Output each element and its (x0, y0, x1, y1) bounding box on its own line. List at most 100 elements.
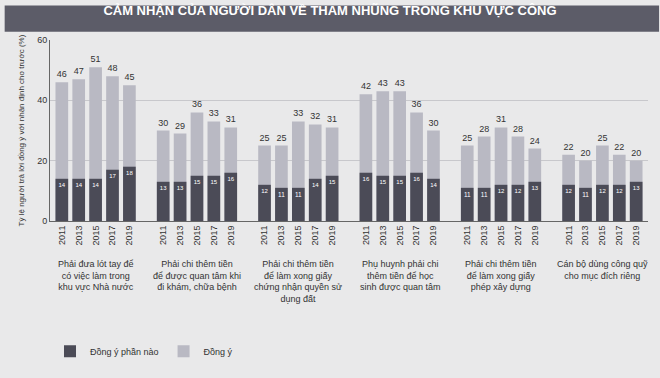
svg-text:25: 25 (260, 133, 270, 143)
svg-text:13: 13 (531, 185, 538, 191)
svg-text:20: 20 (580, 148, 590, 158)
svg-text:2011: 2011 (564, 226, 574, 245)
svg-text:2019: 2019 (124, 226, 134, 246)
svg-text:14: 14 (312, 182, 319, 188)
svg-text:2015: 2015 (395, 226, 405, 246)
svg-text:2017: 2017 (614, 226, 624, 246)
svg-text:Phải chi thêm tiềnđể làm xong: Phải chi thêm tiềnđể làm xong giấyphép x… (465, 259, 537, 292)
svg-text:2013: 2013 (378, 226, 388, 246)
svg-text:43: 43 (395, 78, 405, 88)
svg-text:13: 13 (160, 185, 167, 191)
svg-text:20: 20 (37, 156, 47, 166)
svg-text:2017: 2017 (310, 226, 320, 246)
svg-text:14: 14 (75, 182, 82, 188)
svg-text:0: 0 (42, 216, 47, 226)
svg-text:30: 30 (428, 118, 438, 128)
svg-text:12: 12 (599, 188, 606, 194)
svg-text:16: 16 (413, 176, 420, 182)
svg-text:2011: 2011 (158, 226, 168, 245)
svg-text:43: 43 (378, 78, 388, 88)
svg-text:12: 12 (565, 188, 572, 194)
svg-text:2015: 2015 (192, 226, 202, 246)
svg-text:12: 12 (261, 188, 268, 194)
svg-text:11: 11 (582, 191, 589, 198)
svg-text:15: 15 (396, 179, 403, 185)
svg-text:31: 31 (327, 114, 337, 124)
svg-text:15: 15 (329, 179, 336, 185)
svg-text:22: 22 (564, 142, 574, 152)
svg-text:Đồng ý: Đồng ý (204, 347, 233, 357)
svg-text:CẢM NHẬN CỦA NGƯỜI DÂN VỀ THAM: CẢM NHẬN CỦA NGƯỜI DÂN VỀ THAM NHŨNG TRO… (103, 3, 556, 18)
svg-text:14: 14 (58, 182, 65, 188)
svg-text:46: 46 (57, 69, 67, 79)
svg-text:36: 36 (192, 99, 202, 109)
svg-text:16: 16 (227, 176, 234, 182)
svg-text:2011: 2011 (259, 226, 269, 245)
svg-text:11: 11 (481, 191, 488, 198)
svg-text:25: 25 (597, 133, 607, 143)
svg-text:13: 13 (633, 185, 640, 191)
svg-text:11: 11 (464, 191, 471, 198)
svg-text:2015: 2015 (293, 226, 303, 246)
svg-text:25: 25 (276, 133, 286, 143)
svg-text:2013: 2013 (580, 226, 590, 246)
svg-text:2013: 2013 (175, 226, 185, 246)
svg-text:15: 15 (211, 179, 218, 185)
svg-text:14: 14 (430, 182, 437, 188)
svg-text:11: 11 (295, 191, 302, 198)
svg-text:Phải chi thêm tiềnđể được quan: Phải chi thêm tiềnđể được quan tâm khiđi… (153, 259, 241, 292)
svg-text:2013: 2013 (276, 226, 286, 246)
svg-text:Đồng ý phần nào: Đồng ý phần nào (90, 347, 159, 357)
svg-text:Phụ huynh phải chithêm tiền để: Phụ huynh phải chithêm tiền để họcsinh đ… (360, 259, 440, 292)
svg-text:16: 16 (363, 176, 370, 182)
svg-text:2019: 2019 (428, 226, 438, 246)
svg-text:2019: 2019 (226, 226, 236, 246)
svg-text:48: 48 (107, 63, 117, 73)
svg-text:22: 22 (614, 142, 624, 152)
svg-text:32: 32 (310, 111, 320, 121)
svg-text:36: 36 (412, 99, 422, 109)
svg-text:2013: 2013 (479, 226, 489, 246)
svg-text:25: 25 (462, 133, 472, 143)
svg-text:28: 28 (479, 124, 489, 134)
svg-text:40: 40 (37, 95, 47, 105)
svg-text:2017: 2017 (209, 226, 219, 246)
svg-text:12: 12 (616, 188, 623, 194)
svg-text:2017: 2017 (411, 226, 421, 246)
svg-text:2015: 2015 (597, 226, 607, 246)
svg-text:2017: 2017 (107, 226, 117, 246)
svg-text:Phải đưa lót tay đểcó việc làm: Phải đưa lót tay đểcó việc làm trongkhu … (58, 259, 134, 292)
svg-text:17: 17 (109, 173, 116, 179)
svg-text:14: 14 (92, 182, 99, 188)
svg-text:20: 20 (631, 148, 641, 158)
svg-text:12: 12 (515, 188, 522, 194)
svg-text:2019: 2019 (631, 226, 641, 246)
svg-text:Cán bộ dùng công quỹcho mục đí: Cán bộ dùng công quỹcho mục đích riêng (557, 259, 648, 281)
svg-text:2017: 2017 (513, 226, 523, 246)
svg-text:51: 51 (91, 54, 101, 64)
svg-text:2019: 2019 (530, 226, 540, 246)
svg-text:42: 42 (361, 81, 371, 91)
svg-text:2019: 2019 (327, 226, 337, 246)
svg-text:45: 45 (124, 72, 134, 82)
svg-text:2015: 2015 (496, 226, 506, 246)
svg-text:18: 18 (126, 170, 133, 176)
svg-text:47: 47 (74, 66, 84, 76)
svg-text:28: 28 (513, 124, 523, 134)
svg-text:Phải chi thêm tiềnđể làm xong: Phải chi thêm tiềnđể làm xong giấychứng … (254, 259, 342, 304)
svg-text:31: 31 (226, 114, 236, 124)
svg-text:2013: 2013 (74, 226, 84, 246)
svg-text:12: 12 (498, 188, 505, 194)
svg-text:Tỷ lệ người trả lời đồng ý với: Tỷ lệ người trả lời đồng ý với nhận định… (17, 34, 26, 226)
svg-text:33: 33 (209, 108, 219, 118)
svg-text:60: 60 (37, 35, 47, 45)
svg-text:30: 30 (158, 118, 168, 128)
svg-text:2015: 2015 (91, 226, 101, 246)
svg-text:13: 13 (177, 185, 184, 191)
svg-text:2011: 2011 (57, 226, 67, 245)
svg-text:24: 24 (530, 136, 540, 146)
svg-text:15: 15 (379, 179, 386, 185)
svg-text:15: 15 (194, 179, 201, 185)
svg-text:2011: 2011 (361, 226, 371, 245)
svg-text:11: 11 (278, 191, 285, 198)
